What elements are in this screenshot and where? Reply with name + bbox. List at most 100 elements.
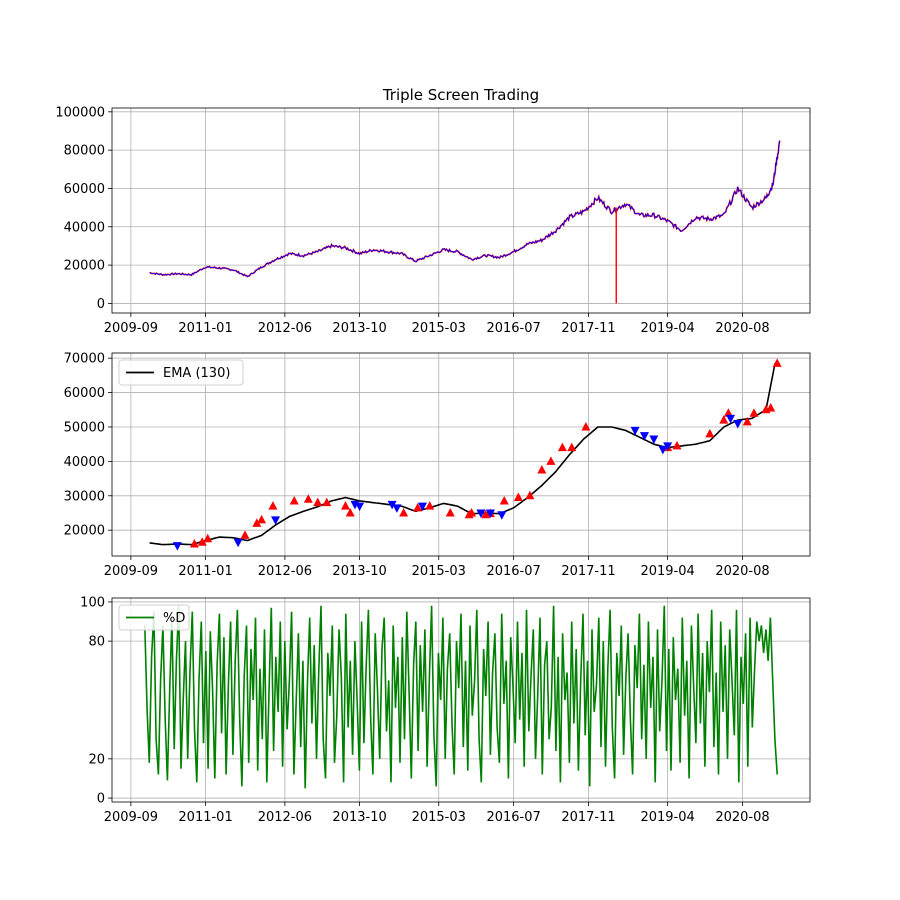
x-tick-label: 2012-06: [258, 810, 312, 825]
price-panel: Triple Screen Trading 2009-09 2011-01 2012…: [55, 86, 811, 336]
sell-signal-marker: [233, 538, 243, 548]
x-tick-label: 2012-06: [258, 321, 312, 336]
sell-signal-marker: [663, 442, 673, 451]
y-tick-label: 60000: [64, 386, 105, 401]
y-tick-label: 100000: [55, 105, 105, 120]
sell-signal-marker: [630, 426, 640, 436]
grid: [112, 353, 810, 556]
chart-title: Triple Screen Trading: [382, 86, 539, 104]
buy-signal-marker: [268, 501, 278, 510]
y-tick-label: 70000: [64, 352, 105, 367]
buy-signal-marker: [340, 501, 350, 510]
x-tick-label: 2011-01: [178, 810, 232, 825]
x-tick-label: 2009-09: [104, 564, 158, 579]
x-tick-label: 2020-08: [715, 564, 769, 579]
sell-signal-marker: [355, 502, 365, 512]
y-tick-label: 0: [97, 792, 105, 807]
buy-signal-marker: [257, 514, 267, 524]
y-tick-label: 50000: [64, 420, 105, 435]
x-tick-label: 2011-01: [178, 321, 232, 336]
sell-signal-marker: [497, 511, 507, 520]
axes-frame: [111, 597, 811, 803]
x-tick-label: 2016-07: [486, 564, 540, 579]
buy-signal-marker: [252, 518, 262, 527]
sell-signal-marker: [271, 516, 281, 525]
buy-signal-marker: [749, 408, 759, 417]
sell-signal-marker: [726, 414, 736, 424]
y-tick-label: 20000: [64, 524, 105, 539]
x-tick-label: 2009-09: [104, 810, 158, 825]
x-tick-label: 2015-03: [412, 564, 466, 579]
buy-signal-marker: [189, 538, 199, 548]
sell-signal-marker: [639, 432, 649, 441]
buy-signal-marker: [525, 490, 535, 500]
buy-signal-marker: [672, 440, 682, 450]
x-tick-label: 2009-09: [104, 321, 158, 336]
y-tick-label: 40000: [64, 220, 105, 235]
sell-signal-marker: [476, 509, 486, 518]
buy-signal-marker: [723, 408, 733, 417]
legend-label: %D: [163, 611, 185, 626]
x-tick-label: 2017-11: [561, 810, 615, 825]
y-tick-label: 80: [88, 635, 105, 650]
buy-signal-marker: [240, 530, 250, 539]
y-tick-label: 0: [97, 297, 105, 312]
buy-signal-marker: [742, 416, 752, 426]
buy-signal-marker: [537, 464, 547, 474]
sell-signal-marker: [649, 435, 659, 445]
legend: %D: [118, 604, 190, 631]
x-tick-label: 2019-04: [640, 564, 694, 579]
buy-signal-marker: [322, 497, 332, 507]
buy-signal-marker: [557, 442, 567, 452]
buy-signal-marker: [467, 507, 477, 517]
buy-signal-marker: [413, 502, 423, 512]
buy-signal-marker: [766, 403, 776, 412]
x-tick-label: 2015-03: [412, 321, 466, 336]
buy-signal-marker: [499, 495, 509, 505]
y-tick-label: 20: [88, 752, 105, 767]
buy-signal-marker: [513, 492, 523, 502]
sell-signal-marker: [485, 509, 495, 518]
legend-label: EMA (130): [163, 366, 230, 381]
y-tick-label: 40000: [64, 455, 105, 470]
buy-signal-marker: [425, 501, 435, 510]
x-tick-label: 2017-11: [561, 321, 615, 336]
buy-signal-marker: [445, 507, 455, 517]
plot-area: [149, 358, 782, 551]
x-tick-label: 2017-11: [561, 564, 615, 579]
x-tick-label: 2019-04: [640, 321, 694, 336]
price-series-blue: [149, 140, 781, 278]
x-tick-label: 2013-10: [332, 564, 386, 579]
legend: EMA (130): [118, 359, 244, 386]
x-tick-label: 2012-06: [258, 564, 312, 579]
ema-panel: 2009-09 2011-01 2012-06 2013-10 2015-03 2016-…: [64, 352, 811, 579]
buy-signal-marker: [399, 507, 409, 517]
buy-signal-marker: [203, 533, 213, 543]
buy-signal-marker: [546, 456, 556, 465]
buy-signal-marker: [705, 428, 715, 438]
buy-signal-marker: [567, 442, 577, 452]
buy-signal-marker: [313, 497, 323, 507]
buy-signal-marker: [303, 494, 313, 503]
buy-signal-marker: [581, 421, 591, 431]
y-tick-label: 20000: [64, 259, 105, 274]
plot-area: [149, 140, 781, 304]
x-tick-label: 2011-01: [178, 564, 232, 579]
x-tick-label: 2013-10: [332, 810, 386, 825]
y-tick-label: 80000: [64, 144, 105, 159]
sell-signal-marker: [658, 445, 668, 455]
x-tick-label: 2016-07: [486, 810, 540, 825]
buy-signal-marker: [197, 537, 207, 546]
stochastic-panel: 2009-09 2011-01 2012-06 2013-10 2015-03 2016-…: [80, 595, 811, 825]
x-tick-label: 2016-07: [486, 321, 540, 336]
y-tick-label: 30000: [64, 489, 105, 504]
grid: [112, 108, 810, 313]
y-tick-label: 100: [80, 595, 105, 610]
x-tick-label: 2013-10: [332, 321, 386, 336]
sell-signal-marker: [417, 502, 427, 512]
series-line: [144, 605, 778, 789]
sell-signal-marker: [172, 542, 182, 551]
axes-frame: [111, 107, 811, 314]
x-tick-label: 2019-04: [640, 810, 694, 825]
x-tick-label: 2020-08: [715, 810, 769, 825]
